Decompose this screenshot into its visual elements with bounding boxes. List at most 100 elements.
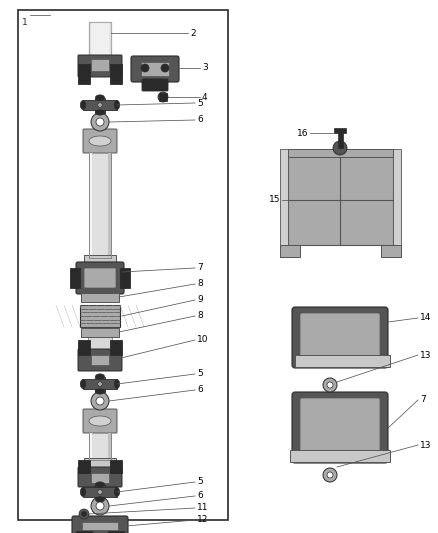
Bar: [287, 155, 392, 245]
Bar: [95, 376, 105, 392]
Text: 13: 13: [420, 351, 431, 359]
Bar: [78, 64, 90, 84]
Text: 6: 6: [197, 491, 203, 500]
Text: 5: 5: [197, 478, 203, 487]
Bar: [108, 152, 111, 258]
Text: 6: 6: [197, 385, 203, 394]
Text: 5: 5: [197, 99, 203, 108]
Bar: [279, 245, 300, 257]
Bar: [89, 152, 111, 258]
Ellipse shape: [95, 95, 105, 100]
Text: 7: 7: [420, 395, 426, 405]
Circle shape: [91, 113, 109, 131]
Bar: [95, 98, 105, 112]
Circle shape: [98, 103, 102, 107]
Bar: [110, 340, 122, 355]
Bar: [91, 59, 109, 71]
Text: 11: 11: [197, 504, 208, 513]
Bar: [338, 130, 343, 148]
Text: 9: 9: [197, 295, 203, 304]
Bar: [91, 473, 109, 483]
Ellipse shape: [114, 488, 120, 497]
Bar: [83, 379, 117, 389]
Bar: [295, 355, 390, 367]
Text: 2: 2: [190, 28, 196, 37]
Bar: [78, 340, 90, 355]
Bar: [91, 355, 109, 365]
Text: 8: 8: [197, 279, 203, 288]
Bar: [279, 149, 287, 257]
FancyBboxPatch shape: [292, 307, 388, 368]
Circle shape: [96, 118, 104, 126]
Bar: [89, 432, 111, 460]
Bar: [120, 268, 130, 288]
Text: 1: 1: [22, 18, 28, 27]
FancyBboxPatch shape: [131, 56, 179, 82]
Bar: [290, 450, 390, 462]
Text: 6: 6: [197, 116, 203, 125]
Bar: [84, 255, 116, 271]
FancyBboxPatch shape: [292, 392, 388, 463]
Bar: [81, 293, 119, 302]
Bar: [141, 62, 169, 76]
FancyBboxPatch shape: [83, 129, 117, 153]
FancyBboxPatch shape: [83, 409, 117, 433]
Ellipse shape: [89, 416, 111, 426]
Bar: [83, 487, 117, 497]
Circle shape: [96, 397, 104, 405]
Bar: [89, 432, 111, 460]
Text: 5: 5: [197, 369, 203, 378]
Ellipse shape: [89, 136, 111, 146]
Bar: [108, 531, 124, 533]
Bar: [80, 305, 120, 327]
Ellipse shape: [95, 389, 105, 394]
Ellipse shape: [95, 482, 105, 487]
Bar: [108, 432, 111, 460]
Bar: [89, 22, 111, 60]
FancyBboxPatch shape: [72, 516, 128, 533]
Circle shape: [158, 92, 168, 102]
Circle shape: [79, 509, 89, 519]
Bar: [76, 531, 92, 533]
Ellipse shape: [114, 379, 120, 389]
FancyBboxPatch shape: [76, 262, 124, 294]
Ellipse shape: [114, 101, 120, 109]
Ellipse shape: [95, 497, 105, 502]
Text: 13: 13: [420, 440, 431, 449]
Circle shape: [98, 382, 102, 386]
Circle shape: [91, 497, 109, 515]
Bar: [83, 100, 117, 110]
Circle shape: [323, 468, 337, 482]
Text: 14: 14: [420, 313, 431, 322]
Bar: [82, 522, 118, 530]
FancyBboxPatch shape: [142, 79, 168, 91]
Bar: [392, 149, 400, 257]
Text: 8: 8: [197, 311, 203, 320]
Circle shape: [333, 141, 347, 155]
Text: 3: 3: [202, 63, 208, 72]
Circle shape: [323, 378, 337, 392]
FancyBboxPatch shape: [84, 268, 116, 288]
Text: 16: 16: [297, 128, 308, 138]
FancyBboxPatch shape: [78, 467, 122, 487]
Text: 12: 12: [197, 515, 208, 524]
Bar: [91, 22, 109, 60]
Ellipse shape: [81, 101, 85, 109]
FancyBboxPatch shape: [300, 313, 380, 357]
Bar: [89, 432, 92, 460]
Circle shape: [327, 472, 333, 478]
Bar: [18, 10, 228, 520]
Ellipse shape: [95, 374, 105, 379]
Text: 7: 7: [197, 263, 203, 272]
Bar: [95, 484, 105, 499]
Bar: [89, 152, 111, 258]
Bar: [159, 93, 167, 101]
Ellipse shape: [81, 488, 85, 497]
Bar: [287, 149, 392, 157]
Ellipse shape: [95, 110, 105, 115]
Bar: [84, 458, 116, 472]
Text: 15: 15: [268, 196, 280, 205]
Circle shape: [91, 392, 109, 410]
Circle shape: [98, 490, 102, 494]
Bar: [110, 460, 122, 473]
